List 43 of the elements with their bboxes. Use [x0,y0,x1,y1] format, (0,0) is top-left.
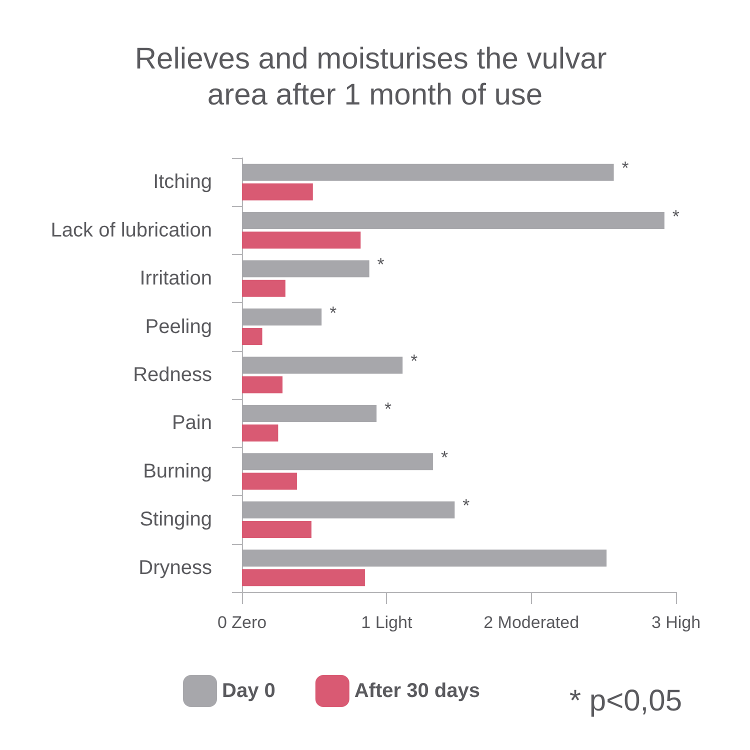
x-tick-label: 0 Zero [217,613,267,632]
bar [242,404,377,422]
y-tick-label: Redness [133,364,212,386]
bar [242,569,365,586]
bar [242,328,262,346]
bar [242,212,664,230]
annotation: * [622,158,629,178]
annotation: * [672,206,680,226]
y-tick-label: Lack of lubrication [50,219,212,242]
x-tick-label: 3 High [651,613,701,632]
x-tick-label: 1 Light [361,613,412,632]
y-tick-label: Itching [153,171,212,194]
bar [242,453,433,470]
bar [242,232,361,249]
bar [242,260,370,278]
annotation: * [384,399,392,420]
legend-label: After 30 days [354,680,480,702]
annotation: * [410,351,418,371]
bar [242,308,322,326]
bar [242,164,614,181]
x-tick-label: 2 Moderated [484,613,580,632]
bar [242,520,312,538]
text: * p<0,05 [569,684,682,718]
y-tick-label: Irritation [140,268,212,290]
bar [242,424,278,442]
legend-label: Day 0 [222,680,276,702]
annotation: * [440,447,448,468]
bar [242,356,403,374]
annotation: * [330,302,337,323]
chart-title: Relieves and moisturises the vulvar area after 1 month of use [134,42,616,112]
annotation: * [377,254,384,275]
y-tick-label: Dryness [138,556,212,579]
y-tick-label: Pain [172,412,212,434]
y-tick-label: Burning [143,460,212,482]
annotation: * [462,496,470,516]
bar [242,472,297,490]
y-tick-label: Stinging [140,508,212,531]
bar [242,183,313,200]
bar [242,550,607,567]
bar [242,501,455,518]
bar [242,280,286,297]
y-tick-label: Peeling [145,316,212,338]
bar [242,376,283,394]
